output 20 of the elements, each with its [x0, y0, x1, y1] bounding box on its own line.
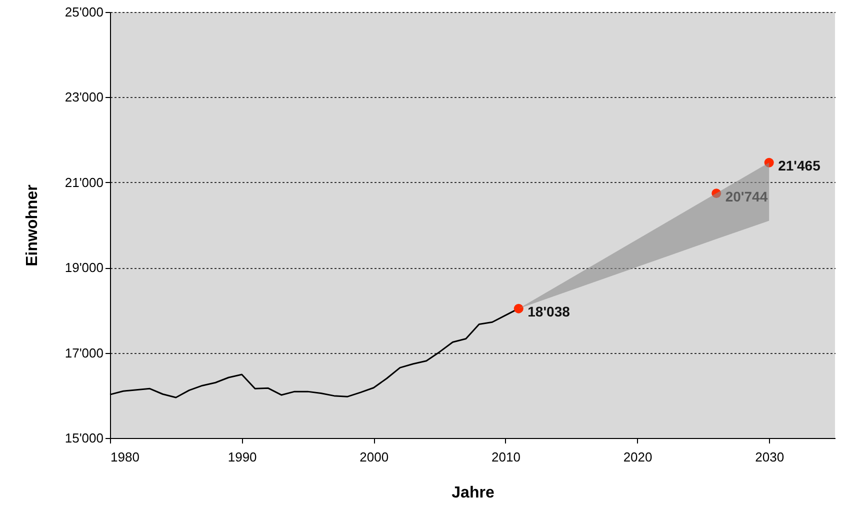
x-tick-label: 1990 [228, 450, 257, 464]
data-label: 21'465 [778, 158, 821, 174]
x-tick-label: 2010 [491, 450, 520, 464]
x-axis-title: Jahre [452, 484, 494, 502]
y-tick-label: 19'000 [64, 260, 104, 276]
y-tick-label: 15'000 [64, 430, 104, 446]
y-axis-title: Einwohner [24, 184, 41, 266]
point [712, 188, 722, 198]
data-label: 18'038 [528, 304, 570, 320]
y-tick-label: 17'000 [64, 345, 104, 360]
data-label: 20'744 [725, 188, 768, 204]
x-tick-label: 2020 [623, 450, 652, 464]
y-tick-label: 25'000 [64, 4, 104, 20]
y-tick-label: 23'000 [64, 90, 104, 105]
x-tick-label: 2000 [360, 450, 389, 464]
point [514, 304, 524, 314]
x-tick-label: 1980 [110, 450, 140, 464]
y-tick-label: 21'000 [64, 174, 104, 190]
point [764, 158, 774, 168]
x-tick-label: 2030 [755, 450, 784, 464]
